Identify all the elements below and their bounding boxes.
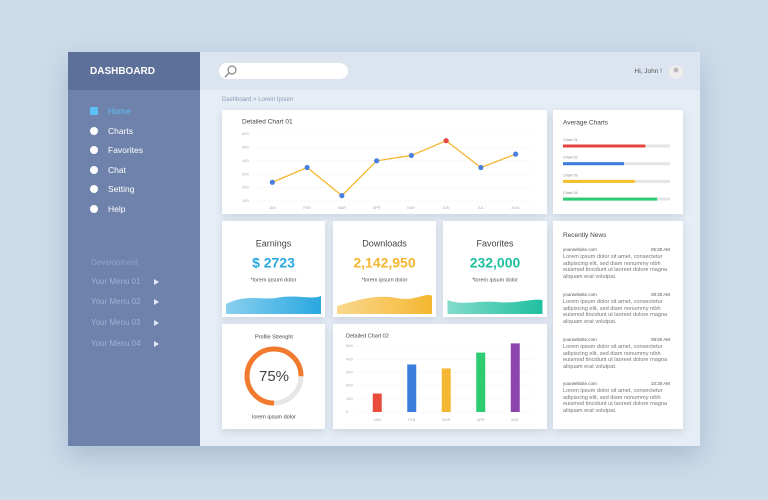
submenu-item[interactable]: Your Menu 03 — [91, 318, 141, 327]
card — [222, 110, 547, 214]
submenu-arrow — [154, 320, 159, 326]
card — [443, 221, 547, 317]
menu-item[interactable]: Chat — [108, 165, 126, 175]
menu-icon — [90, 205, 98, 213]
news-text: Lorem ipsum dolor sit amet, consectetur … — [563, 299, 668, 325]
news-time: 10:30 AM — [650, 381, 670, 386]
submenu-item[interactable]: Your Menu 02 — [91, 297, 141, 306]
submenu-arrow — [154, 279, 159, 285]
menu-icon — [90, 166, 98, 174]
menu-icon — [90, 185, 98, 193]
submenu-item[interactable]: Your Menu 04 — [91, 339, 141, 348]
news-time: 08:50 AM — [650, 337, 670, 342]
card — [222, 324, 325, 429]
card — [333, 324, 547, 429]
menu-item[interactable]: Favorites — [108, 145, 143, 155]
card — [222, 221, 325, 317]
greeting: Hi, John ! — [634, 68, 662, 75]
card-title: Recently News — [563, 232, 607, 239]
menu-item[interactable]: Help — [108, 204, 126, 214]
news-source[interactable]: yourwebsite.com — [563, 381, 597, 386]
submenu-item[interactable]: Your Menu 01 — [91, 277, 141, 286]
menu-item[interactable]: Charts — [108, 126, 134, 136]
breadcrumb: Dashboard > Lorem Ipsum — [222, 97, 294, 103]
submenu-arrow — [154, 299, 159, 305]
news-source[interactable]: yourwebsite.com — [563, 292, 597, 297]
news-source[interactable]: yourwebsite.com — [563, 247, 597, 252]
news-text: Lorem ipsum dolor sit amet, consectetur … — [563, 254, 668, 280]
sidebar-title: DASHBOARD — [90, 66, 155, 77]
card — [333, 221, 436, 317]
menu-item[interactable]: Home — [108, 106, 131, 116]
menu-item[interactable]: Setting — [108, 184, 135, 194]
search-box[interactable] — [219, 63, 348, 79]
sidebar-header — [68, 52, 200, 90]
card — [553, 221, 683, 429]
news-time: 08:30 AM — [650, 292, 670, 297]
sidebar — [68, 52, 200, 446]
avatar — [673, 67, 679, 73]
news-time: 05:30 AM — [650, 247, 670, 252]
news-text: Lorem ipsum dolor sit amet, consectetur … — [563, 388, 668, 414]
submenu-arrow — [154, 341, 159, 347]
search-icon — [227, 65, 237, 75]
menu-icon — [90, 107, 98, 115]
section-label: Development — [91, 258, 139, 267]
news-text: Lorem ipsum dolor sit amet, consectetur … — [563, 344, 668, 370]
menu-icon — [90, 127, 98, 135]
news-source[interactable]: yourwebsite.com — [563, 337, 597, 342]
search-icon — [224, 72, 230, 78]
menu-icon — [90, 146, 98, 154]
card — [553, 110, 683, 214]
